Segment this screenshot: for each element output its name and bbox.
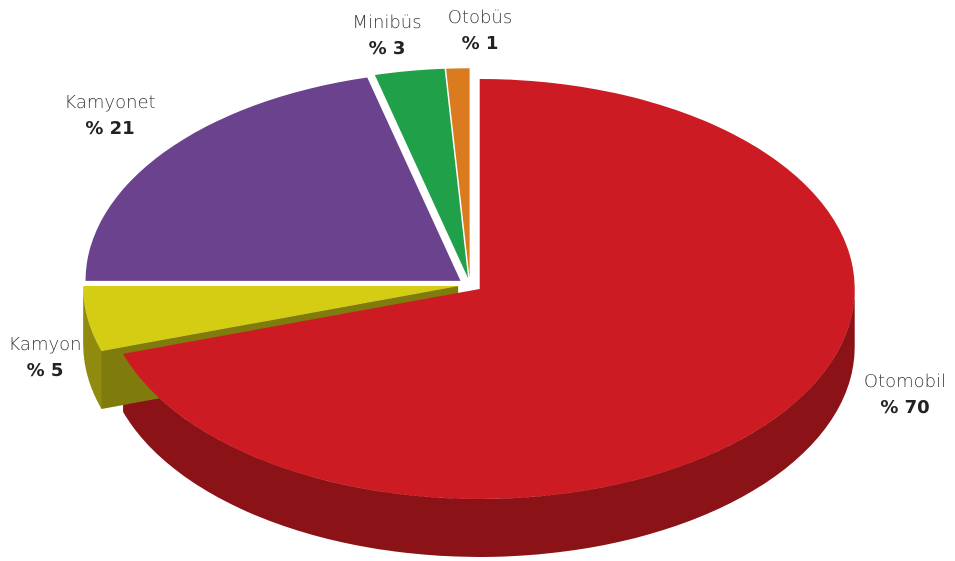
- pie-slice: [85, 77, 461, 281]
- slice-value-label: % 5: [27, 360, 64, 381]
- pie-slice: [123, 78, 855, 499]
- pie-slice-side: [83, 286, 102, 409]
- slice-label: Kamyon: [8, 334, 81, 355]
- pie-slice-side: [123, 288, 855, 557]
- slice-value-label: % 21: [85, 118, 134, 139]
- slice-value-label: % 3: [369, 38, 406, 59]
- slice-label: Otobüs: [448, 7, 512, 28]
- slice-label: Otomobil: [864, 371, 946, 392]
- slice-label: Kamyonet: [64, 92, 155, 113]
- slice-label: Minibüs: [352, 12, 421, 33]
- pie-slice: [374, 68, 469, 279]
- pie-slice: [446, 68, 470, 279]
- pie-slice: [83, 286, 459, 351]
- slice-value-label: % 1: [462, 33, 499, 54]
- slice-value-label: % 70: [880, 397, 929, 418]
